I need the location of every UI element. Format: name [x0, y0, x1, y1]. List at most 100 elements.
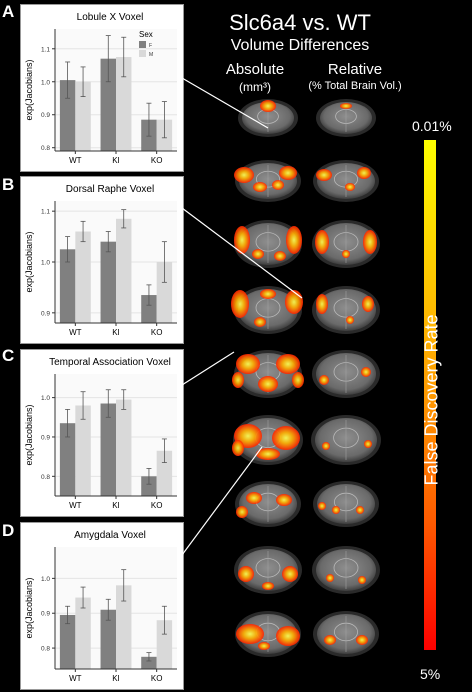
significance-blob — [346, 316, 354, 324]
legend-label: F — [149, 43, 152, 49]
brain-slice-grid — [231, 99, 381, 657]
chart-title: Amygdala Voxel — [74, 530, 146, 541]
absolute-column-label: Absolute — [225, 61, 285, 78]
significance-blob — [362, 296, 374, 312]
brain-slice-relative-5 — [312, 350, 380, 398]
bar-ko-m — [156, 450, 173, 496]
x-tick-label: KO — [151, 156, 163, 165]
significance-blob — [276, 494, 292, 506]
significance-blob — [332, 506, 340, 514]
y-tick-label: 1.1 — [41, 209, 50, 216]
significance-blob — [256, 448, 280, 460]
y-tick-label: 0.9 — [41, 112, 50, 119]
chart-panel-d: 0.8 0.9 1.0 Amygdala Voxel exp(Jacobians) WT K… — [20, 522, 184, 690]
x-tick-label: KI — [112, 328, 120, 337]
y-axis-label: exp(Jacobians) — [24, 577, 34, 638]
brain-slice-absolute-7 — [235, 481, 301, 527]
x-tick-label: KI — [112, 156, 120, 165]
bar-wt-m — [75, 81, 91, 151]
colorbar-top-label: 0.01% — [412, 118, 452, 134]
legend-label: M — [149, 52, 153, 58]
connector-line-a — [181, 77, 269, 129]
significance-blob — [285, 290, 303, 314]
bar-ko-f — [141, 476, 157, 496]
y-tick-label: 1.0 — [41, 79, 50, 86]
x-tick-label: WT — [69, 501, 82, 510]
x-tick-label: WT — [69, 156, 82, 165]
significance-blob — [326, 574, 334, 582]
significance-blob — [232, 440, 244, 456]
y-tick-label: 0.9 — [41, 310, 50, 317]
figure-title: Slc6a4 vs. WT — [229, 10, 371, 35]
relative-column-label: Relative — [327, 61, 383, 78]
connector-lines — [181, 77, 303, 556]
significance-blob — [231, 290, 249, 318]
brain-slice-absolute-1 — [238, 99, 298, 137]
significance-blob — [232, 372, 244, 388]
bar-ko-m — [156, 620, 173, 669]
bar-ki-f — [100, 403, 116, 496]
significance-blob — [236, 506, 248, 518]
bar-ko-m — [156, 262, 173, 323]
significance-blob — [274, 251, 286, 261]
brain-slice-relative-7 — [313, 481, 379, 527]
y-tick-label: 1.0 — [41, 395, 50, 402]
bar-ki-m — [116, 218, 132, 323]
significance-blob — [361, 367, 371, 377]
significance-blob — [234, 167, 254, 183]
significance-blob — [276, 354, 300, 374]
x-tick-label: WT — [69, 674, 82, 683]
significance-blob — [279, 166, 297, 180]
colorbar-title: False Discovery Rate — [421, 314, 442, 486]
y-axis-label: exp(Jacobians) — [24, 59, 34, 120]
significance-blob — [258, 376, 278, 392]
significance-blob — [254, 317, 266, 327]
bar-wt-m — [75, 597, 91, 669]
bar-wt-f — [59, 614, 76, 669]
brain-slice-relative-1 — [316, 99, 376, 137]
significance-blob — [345, 183, 355, 191]
significance-blob — [260, 289, 276, 299]
panel-letter-a: A — [2, 2, 15, 21]
bar-ki-m — [116, 57, 132, 152]
significance-blob — [322, 442, 330, 450]
significance-blob — [356, 506, 364, 514]
significance-blob — [316, 169, 332, 181]
bar-ki-m — [116, 399, 132, 496]
bar-ki-f — [100, 58, 116, 151]
significance-blob — [262, 582, 274, 590]
chart-panel-b: 0.9 1.0 1.1 Dorsal Raphe Voxel exp(Jacobians… — [20, 176, 184, 344]
y-tick-label: 0.8 — [41, 474, 50, 481]
significance-blob — [292, 372, 304, 388]
significance-blob — [316, 294, 328, 314]
y-tick-label: 1.1 — [41, 46, 50, 53]
connector-line-d — [181, 446, 263, 556]
bar-wt-m — [75, 405, 91, 496]
brain-slice-relative-6 — [311, 415, 381, 465]
significance-blob — [234, 226, 250, 254]
chart-title: Temporal Association Voxel — [49, 357, 171, 368]
significance-blob — [276, 626, 300, 646]
y-tick-label: 0.9 — [41, 611, 50, 618]
brain-slice-relative-4 — [312, 286, 380, 334]
x-tick-label: WT — [69, 328, 82, 337]
brain-slice-relative-2 — [313, 160, 379, 202]
significance-blob — [364, 440, 372, 448]
connector-line-c — [181, 351, 235, 386]
significance-blob — [253, 182, 267, 192]
bar-ko-f — [141, 656, 157, 669]
significance-blob — [282, 566, 298, 582]
colorbar-bottom-label: 5% — [420, 666, 441, 682]
significance-blob — [260, 100, 276, 112]
x-tick-label: KO — [151, 328, 163, 337]
brain-slice-relative-3 — [312, 220, 380, 268]
chart-title: Lobule X Voxel — [77, 12, 144, 23]
significance-blob — [238, 566, 254, 582]
brain-slice-absolute-5 — [232, 350, 304, 398]
significance-blob — [236, 354, 260, 374]
brain-slice-absolute-2 — [234, 160, 301, 202]
significance-blob — [340, 103, 352, 109]
brain-slice-relative-8 — [312, 546, 380, 594]
bar-ki-m — [116, 585, 132, 669]
